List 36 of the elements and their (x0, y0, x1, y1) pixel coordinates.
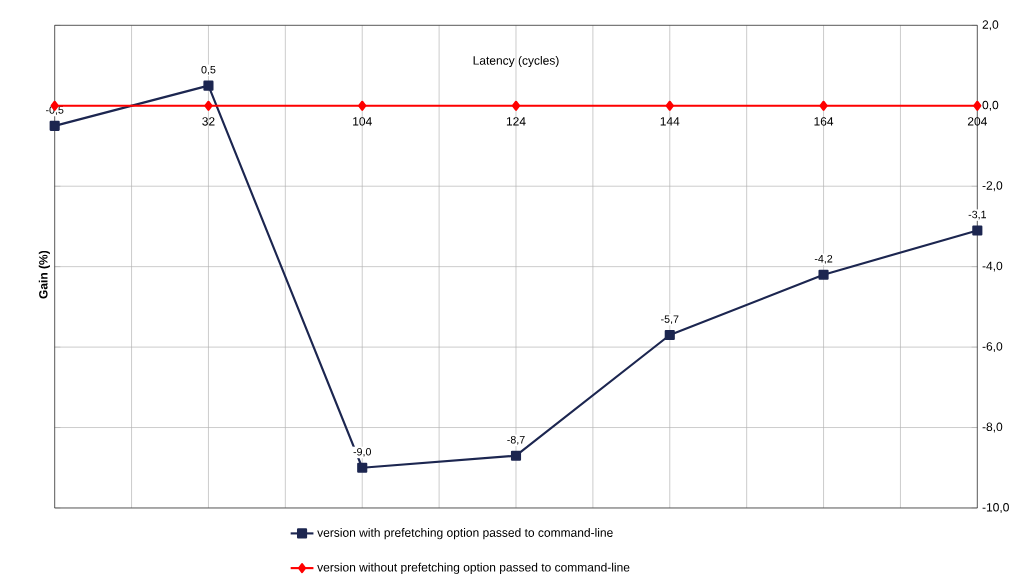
data-label: -8,7 (507, 435, 525, 445)
x-tick-label: 144 (660, 117, 680, 126)
point (357, 462, 368, 473)
y-tick-label: -2,0 (982, 181, 1003, 192)
data-label: -5,7 (661, 315, 679, 325)
point (973, 100, 982, 111)
y-axis-title: Gain (%) (38, 250, 50, 299)
point (664, 329, 675, 341)
legend-label: version with prefetching option passed to command-line (317, 528, 613, 540)
y-tick-label: 0,0 (982, 100, 999, 111)
point (511, 100, 521, 111)
data-label: -4,2 (814, 254, 833, 264)
point (358, 100, 367, 111)
point (203, 80, 214, 91)
point (204, 100, 213, 111)
x-tick-label: 32 (202, 117, 215, 126)
data-label: 0,5 (201, 65, 216, 75)
data-label: -3,1 (968, 210, 986, 220)
y-tick-label: 2,0 (982, 20, 999, 31)
point (819, 100, 828, 111)
y-tick-label: -10,0 (982, 503, 1009, 513)
x-tick-label: 204 (967, 117, 987, 126)
point (49, 120, 60, 131)
x-tick-label: 104 (353, 117, 372, 126)
point (972, 225, 983, 236)
x-tick-label: 164 (814, 117, 834, 126)
data-label: -9,0 (353, 448, 371, 457)
legend-label: version without prefetching option passed to command-line (317, 562, 630, 574)
point (818, 269, 829, 280)
x-axis-title: Latency (cycles) (473, 55, 559, 68)
point (665, 100, 674, 111)
point (510, 450, 522, 461)
y-tick-label: -4,0 (982, 261, 1003, 272)
y-tick-label: -6,0 (982, 342, 1003, 353)
x-tick-label: 124 (506, 117, 526, 126)
y-tick-label: -8,0 (982, 422, 1003, 433)
